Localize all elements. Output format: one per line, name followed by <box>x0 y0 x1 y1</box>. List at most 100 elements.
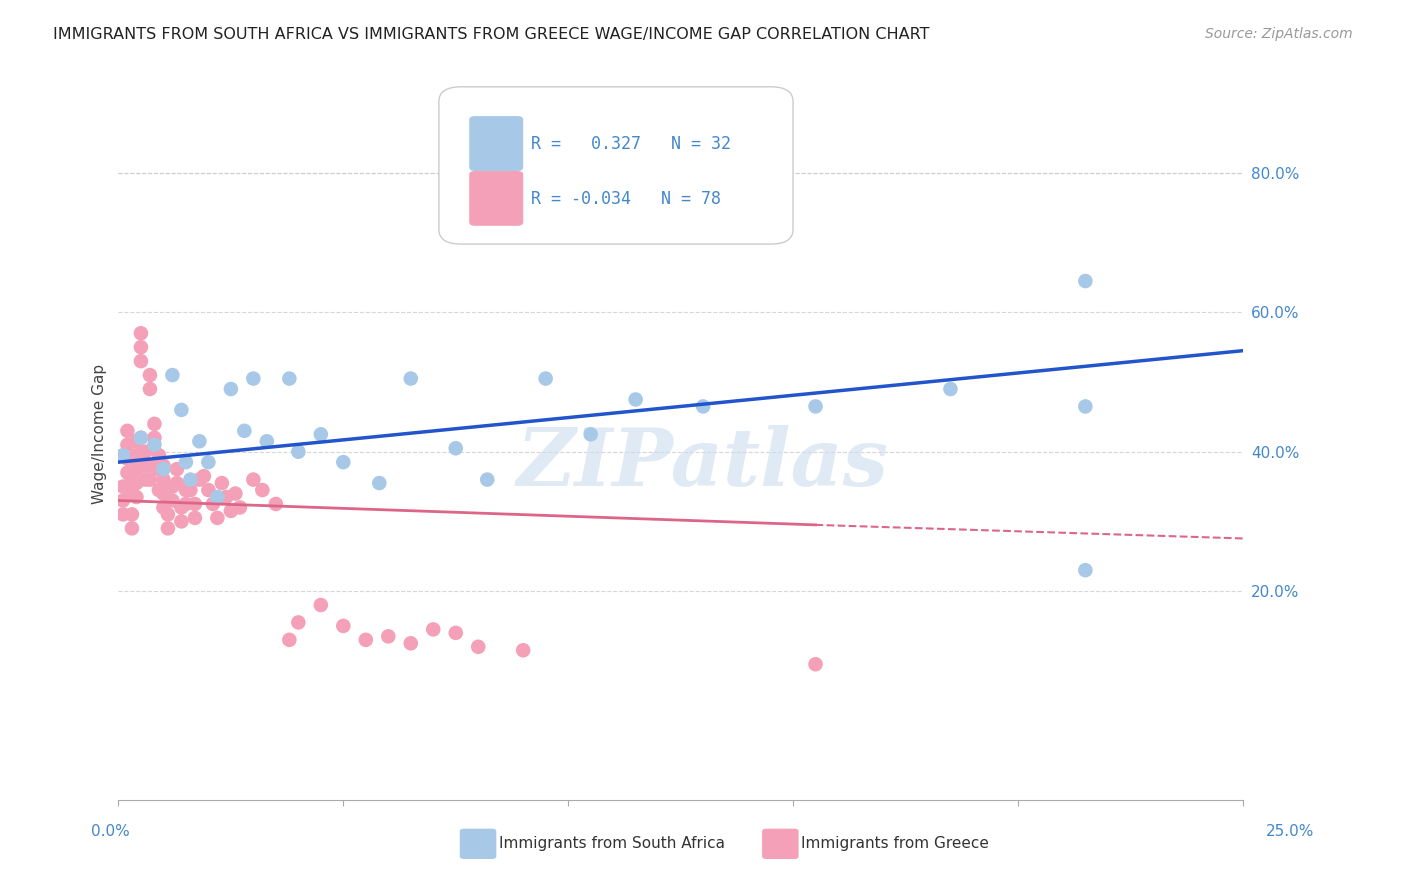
Point <box>229 500 252 515</box>
Point <box>125 434 148 449</box>
Point <box>197 455 219 469</box>
Point <box>184 497 207 511</box>
Point <box>179 473 201 487</box>
Point <box>170 500 193 515</box>
Point <box>287 444 309 458</box>
Point <box>1074 274 1097 288</box>
Text: ZIPatlas: ZIPatlas <box>517 425 889 502</box>
Point <box>111 448 134 462</box>
Point <box>368 476 391 491</box>
Point <box>162 479 184 493</box>
Point <box>422 623 444 637</box>
Point <box>444 625 467 640</box>
Point <box>143 438 166 452</box>
Point <box>129 326 152 341</box>
Text: 25.0%: 25.0% <box>1267 824 1315 838</box>
Text: IMMIGRANTS FROM SOUTH AFRICA VS IMMIGRANTS FROM GREECE WAGE/INCOME GAP CORRELATI: IMMIGRANTS FROM SOUTH AFRICA VS IMMIGRAN… <box>53 27 929 42</box>
Point <box>117 438 139 452</box>
Point <box>156 508 179 522</box>
Point <box>207 490 229 504</box>
Point <box>166 476 188 491</box>
Point <box>134 473 156 487</box>
Point <box>121 473 143 487</box>
Point <box>121 521 143 535</box>
Point <box>139 473 162 487</box>
Point <box>332 619 354 633</box>
Point <box>211 476 233 491</box>
Text: Immigrants from South Africa: Immigrants from South Africa <box>499 837 725 851</box>
Point <box>233 424 256 438</box>
Point <box>156 521 179 535</box>
Point <box>1074 400 1097 414</box>
Point <box>512 643 534 657</box>
Point <box>264 497 287 511</box>
Text: Source: ZipAtlas.com: Source: ZipAtlas.com <box>1205 27 1353 41</box>
Point <box>139 368 162 382</box>
Point <box>125 476 148 491</box>
Point <box>152 486 174 500</box>
Point <box>143 431 166 445</box>
Point <box>242 473 264 487</box>
Point <box>170 515 193 529</box>
Point <box>188 434 211 449</box>
FancyBboxPatch shape <box>470 116 523 171</box>
Point <box>332 455 354 469</box>
FancyBboxPatch shape <box>439 87 793 244</box>
Point <box>148 462 170 476</box>
Point <box>162 368 184 382</box>
Point <box>287 615 309 630</box>
Text: 0.0%: 0.0% <box>91 824 131 838</box>
Point <box>399 371 422 385</box>
Point <box>152 500 174 515</box>
Point <box>125 448 148 462</box>
Point <box>129 431 152 445</box>
Point <box>804 400 827 414</box>
Point <box>256 434 278 449</box>
Point <box>111 508 134 522</box>
Point <box>1074 563 1097 577</box>
Point <box>207 511 229 525</box>
Text: R = -0.034   N = 78: R = -0.034 N = 78 <box>531 190 721 208</box>
Point <box>117 451 139 466</box>
Point <box>377 629 399 643</box>
Point <box>624 392 647 407</box>
Point <box>148 448 170 462</box>
Point <box>399 636 422 650</box>
Point <box>174 497 197 511</box>
Point <box>166 462 188 476</box>
Point <box>197 483 219 497</box>
Point <box>139 382 162 396</box>
Point <box>152 473 174 487</box>
Y-axis label: Wage/Income Gap: Wage/Income Gap <box>93 364 107 504</box>
Point <box>134 458 156 473</box>
Text: Immigrants from Greece: Immigrants from Greece <box>801 837 990 851</box>
Point <box>148 483 170 497</box>
Point <box>939 382 962 396</box>
Point <box>242 371 264 385</box>
Point <box>224 486 246 500</box>
Point <box>143 417 166 431</box>
Point <box>129 354 152 368</box>
Point <box>467 640 489 654</box>
Point <box>804 657 827 672</box>
Point <box>309 598 332 612</box>
Point <box>444 442 467 456</box>
Point <box>174 455 197 469</box>
Point <box>125 490 148 504</box>
Point <box>134 444 156 458</box>
Point <box>174 483 197 497</box>
Point <box>129 340 152 354</box>
Point <box>117 424 139 438</box>
Point <box>162 493 184 508</box>
Point <box>579 427 602 442</box>
Point <box>219 382 242 396</box>
FancyBboxPatch shape <box>470 171 523 226</box>
Text: R =   0.327   N = 32: R = 0.327 N = 32 <box>531 135 731 153</box>
Point <box>111 493 134 508</box>
Point <box>143 458 166 473</box>
Point <box>111 479 134 493</box>
Point <box>252 483 274 497</box>
Point <box>193 469 215 483</box>
Point <box>534 371 557 385</box>
Point <box>219 504 242 518</box>
